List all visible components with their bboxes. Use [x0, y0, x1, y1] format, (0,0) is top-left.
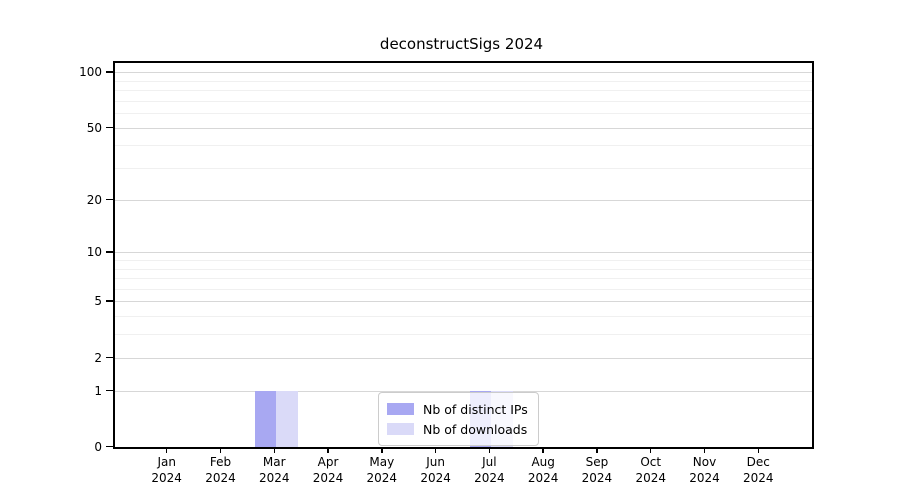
gridline-minor — [115, 268, 812, 270]
bar-mar-distinct-ips — [254, 390, 277, 447]
x-tick-year: 2024 — [258, 471, 290, 485]
x-tick-label: Dec 2024 — [728, 454, 788, 486]
x-tick-month: Aug — [531, 455, 555, 469]
y-tick-mark — [106, 300, 113, 302]
x-tick-label: Feb 2024 — [190, 454, 250, 486]
x-tick-mark — [488, 447, 491, 453]
gridline-minor — [115, 100, 812, 102]
gridline-minor — [115, 260, 812, 261]
x-tick-year: 2024 — [635, 471, 666, 485]
x-tick-year: 2024 — [581, 471, 613, 485]
x-tick-mark — [273, 447, 275, 453]
gridline-minor — [115, 80, 812, 82]
x-tick-label: May 2024 — [352, 454, 412, 486]
y-tick-mark — [106, 198, 113, 201]
gridline-minor — [115, 168, 812, 170]
x-tick-month: Jul — [482, 455, 497, 469]
x-tick-month: Mar — [262, 455, 286, 469]
x-tick-year: 2024 — [527, 471, 559, 485]
y-tick-mark — [106, 446, 113, 448]
gridline-major — [115, 390, 812, 392]
y-tick-label: 2 — [94, 350, 102, 365]
x-tick-year: 2024 — [366, 471, 398, 485]
x-tick-month: Sep — [585, 455, 609, 469]
gridline-major — [115, 127, 812, 129]
x-tick-year: 2024 — [420, 471, 451, 485]
x-tick-label: Nov 2024 — [675, 454, 735, 486]
x-tick-year: 2024 — [151, 471, 182, 485]
x-tick-month: Apr — [317, 455, 339, 469]
x-tick-label: Jun 2024 — [406, 454, 466, 486]
legend-swatch-distinct-ips — [387, 403, 414, 415]
gridline-minor — [115, 288, 812, 290]
x-tick-month: Jun — [426, 455, 445, 469]
legend-swatch-downloads — [387, 423, 414, 435]
gridline-minor — [115, 90, 812, 92]
x-tick-month: Nov — [692, 455, 717, 469]
x-tick-label: Jan 2024 — [137, 454, 197, 486]
gridline-major — [115, 252, 812, 254]
x-tick-mark — [219, 447, 222, 453]
x-tick-label: Oct 2024 — [621, 454, 681, 486]
y-tick-label: 100 — [79, 65, 102, 80]
x-tick-year: 2024 — [689, 471, 720, 485]
x-tick-label: Apr 2024 — [298, 454, 358, 486]
gridline-minor — [115, 145, 812, 147]
x-tick-year: 2024 — [742, 471, 774, 485]
gridline-minor — [115, 113, 812, 115]
x-tick-mark — [596, 447, 598, 453]
x-tick-mark — [757, 447, 760, 453]
x-tick-year: 2024 — [205, 471, 236, 485]
x-tick-label: Sep 2024 — [567, 454, 627, 486]
y-tick-label: 0 — [94, 440, 102, 454]
y-tick-label: 1 — [94, 383, 102, 398]
plot-area: Nb of distinct IPs Nb of downloads — [113, 61, 814, 449]
gridline-major — [115, 199, 812, 201]
x-tick-mark — [703, 447, 706, 453]
x-tick-mark — [542, 447, 544, 453]
y-tick-mark — [106, 71, 113, 73]
bar-mar-downloads — [276, 390, 298, 447]
x-tick-label: Mar 2024 — [244, 454, 304, 486]
y-tick-label: 50 — [86, 120, 102, 135]
x-tick-mark — [649, 447, 652, 453]
gridline-major — [115, 357, 812, 359]
x-tick-mark — [327, 447, 329, 453]
gridline-major — [115, 301, 812, 303]
y-tick-mark — [106, 251, 113, 253]
gridline-minor — [115, 278, 812, 280]
y-tick-label: 10 — [86, 245, 102, 260]
legend-item-downloads: Nb of downloads — [387, 419, 528, 439]
x-tick-month: Feb — [209, 455, 232, 469]
x-tick-mark — [381, 447, 383, 453]
x-tick-month: Dec — [746, 455, 770, 469]
x-tick-month: Jan — [157, 455, 176, 469]
y-tick-mark — [106, 356, 113, 359]
x-tick-month: May — [369, 455, 395, 469]
x-tick-label: Aug 2024 — [513, 454, 573, 486]
x-tick-mark — [165, 447, 168, 453]
gridline-minor — [115, 334, 812, 336]
y-tick-mark — [106, 126, 113, 129]
legend-label-distinct-ips: Nb of distinct IPs — [423, 401, 528, 417]
bar-layer — [115, 63, 812, 447]
x-tick-year: 2024 — [312, 471, 344, 485]
x-tick-mark — [434, 447, 437, 453]
legend: Nb of distinct IPs Nb of downloads — [378, 392, 539, 446]
y-tick-mark — [106, 389, 113, 392]
gridline-major — [115, 72, 812, 74]
chart-title: deconstructSigs 2024 — [379, 35, 544, 53]
x-tick-month: Oct — [640, 455, 662, 469]
y-tick-label: 5 — [94, 294, 102, 309]
y-tick-label: 20 — [86, 192, 102, 207]
gridline-minor — [115, 316, 812, 318]
grid-layer — [115, 63, 812, 447]
legend-label-downloads: Nb of downloads — [423, 421, 528, 437]
legend-item-distinct-ips: Nb of distinct IPs — [387, 399, 528, 419]
x-tick-year: 2024 — [474, 471, 505, 485]
x-tick-label: Jul 2024 — [459, 454, 519, 486]
